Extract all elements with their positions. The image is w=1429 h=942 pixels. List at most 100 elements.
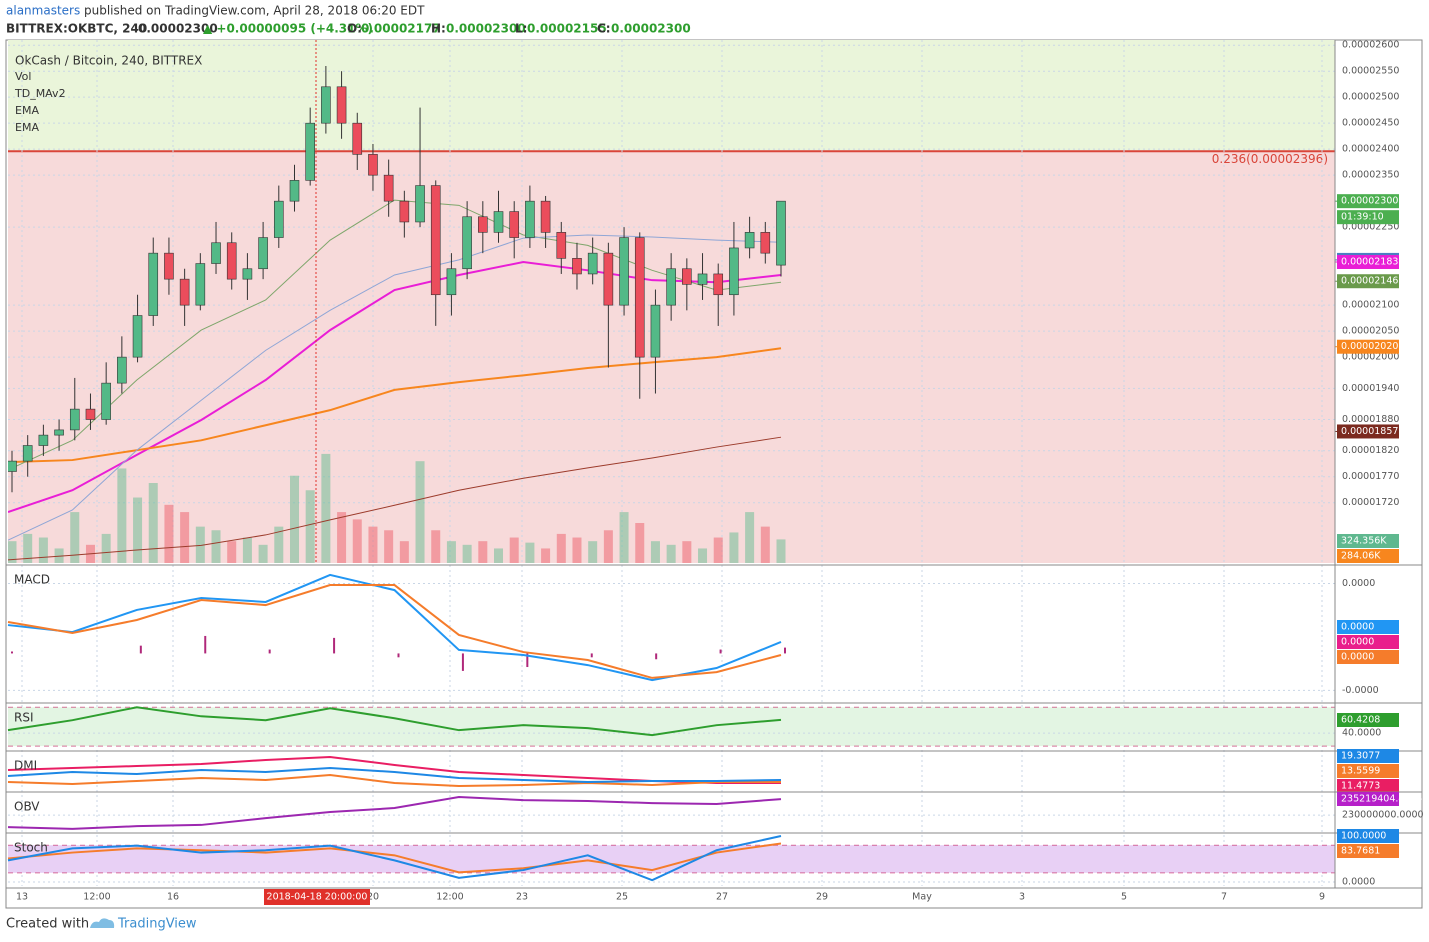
candle-body	[273, 200, 284, 238]
legend-item: EMA	[15, 121, 39, 134]
badge-label: 0.00002020	[1341, 341, 1398, 352]
candle-body	[211, 242, 221, 264]
badge	[1337, 339, 1399, 354]
price-axis: 13 12:00 16 20 12:00 23 25 27 29 May 3 5 7 9 0.0000260…	[16, 40, 1399, 905]
indicator-line	[7, 795, 782, 830]
o-label: O:	[347, 22, 362, 36]
candle-body	[509, 211, 520, 238]
author[interactable]: alanmasters	[6, 4, 80, 18]
moving-average	[8, 436, 782, 561]
pane-label: DMI	[14, 759, 37, 773]
close: 0.00002300	[611, 22, 691, 36]
x-tick-label: 3	[1019, 892, 1025, 903]
x-tick-label: May	[912, 892, 932, 903]
volume-bar	[650, 541, 660, 563]
y-tick-label: -0.0000	[1342, 685, 1379, 696]
badge-label: 60.4208	[1341, 715, 1380, 726]
badge-label: 284.06K	[1341, 551, 1381, 562]
zone-below	[8, 151, 1335, 564]
volume-bar	[588, 541, 598, 563]
y-tick-label: 230000000.0000	[1342, 810, 1424, 821]
volume-bar	[8, 541, 17, 563]
y-tick-label: 0.00002100	[1342, 300, 1399, 311]
candle-body	[383, 174, 394, 202]
indicator-line	[7, 706, 782, 737]
x-tick-label: 23	[516, 892, 528, 903]
badge-label: 83.7681	[1341, 846, 1380, 857]
y-tick-label: 0.00002350	[1342, 170, 1399, 181]
moving-average	[8, 260, 782, 513]
candle-body	[415, 185, 425, 223]
volume-bar	[242, 537, 252, 563]
volume-bar	[556, 533, 566, 563]
indicator-line	[7, 766, 782, 784]
y-tick-label: 0.00002250	[1342, 222, 1399, 233]
x-tick-label: 29	[816, 892, 828, 903]
y-tick-label: 0.00002450	[1342, 118, 1399, 129]
badge	[1337, 635, 1399, 649]
y-tick-label: 0.00002500	[1342, 92, 1399, 103]
symbol-line: BITTREX:OKBTC, 240 0.00002300 ▲ +0.00000…	[6, 22, 691, 36]
symbol: BITTREX:OKBTC, 240	[6, 22, 147, 36]
band-fill	[8, 707, 1335, 747]
legend-item: TD_MAv2	[14, 87, 66, 100]
candle-body	[258, 237, 268, 270]
volume-bar	[227, 541, 237, 563]
crosshair-box	[264, 889, 370, 905]
badge	[1337, 792, 1399, 806]
candle-body	[132, 315, 143, 358]
candle-body	[305, 122, 315, 181]
candle-body	[22, 445, 33, 462]
badge-label: 100.0000	[1341, 831, 1386, 842]
candle-body	[603, 252, 614, 306]
volume-bar	[478, 541, 488, 563]
volume-bar	[133, 497, 143, 563]
badge	[1337, 424, 1399, 439]
volume-bar	[415, 461, 425, 563]
volume-bar	[729, 532, 739, 563]
y-tick-label: 0.00002550	[1342, 66, 1399, 77]
y-tick-label: 40.0000	[1342, 728, 1381, 739]
candle-body	[321, 86, 331, 124]
change: ▲ +0.00000095 (+4.31%)	[203, 22, 373, 36]
crosshair-label: 2018-04-18 20:00:00	[267, 892, 368, 903]
candle-body	[446, 268, 457, 296]
candle-body	[744, 232, 755, 249]
fib-label: 0.236(0.00002396)	[1212, 152, 1328, 166]
logo	[90, 918, 115, 928]
volume-bar	[619, 512, 629, 563]
x-tick-label: 12:00	[83, 892, 110, 903]
volume-bar	[682, 541, 692, 563]
candle-body	[697, 273, 708, 285]
published: published on TradingView.com, April 28, …	[84, 4, 425, 18]
y-tick-label: 0.00002400	[1342, 144, 1399, 155]
candle-body	[619, 237, 629, 306]
brand[interactable]: TradingView	[117, 917, 197, 932]
badge-label: 11.4773	[1341, 781, 1380, 792]
volume-bar	[101, 533, 111, 563]
volume-bar	[745, 512, 755, 563]
badge	[1337, 194, 1399, 209]
last: 0.00002300	[138, 22, 218, 36]
y-tick-label: 0.00002050	[1342, 326, 1399, 337]
badge-label: 0.0000	[1341, 652, 1374, 663]
h-label: H:	[431, 22, 446, 36]
volume-bar	[635, 523, 645, 563]
band-fill	[8, 845, 1335, 873]
volume-bar	[117, 468, 127, 563]
candle-body	[242, 268, 253, 280]
badge-label: 324.356K	[1341, 536, 1387, 547]
moving-average	[8, 234, 782, 541]
candle-body	[634, 237, 645, 358]
pane-label: RSI	[14, 711, 34, 725]
main-pane	[8, 40, 786, 563]
volume-bar	[760, 526, 770, 563]
candle-body	[336, 86, 347, 124]
volume-bar	[462, 544, 472, 563]
volume-bar	[431, 530, 441, 563]
badge-label: 0.0000	[1341, 622, 1374, 633]
x-tick-label: 5	[1121, 892, 1127, 903]
y-tick-label: 0.00002000	[1342, 352, 1399, 363]
volume-bar	[70, 512, 80, 563]
badge	[1337, 210, 1399, 225]
